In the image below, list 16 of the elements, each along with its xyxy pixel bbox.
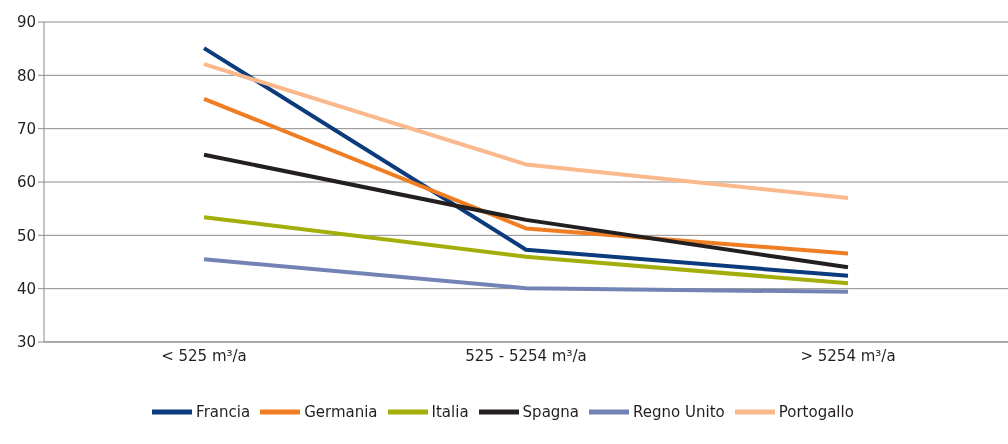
legend-label: Spagna [522,402,580,421]
y-tick-label: 50 [16,226,36,245]
y-tick-label: 60 [16,173,36,192]
legend-label: Italia [431,402,469,421]
x-tick-label: > 5254 m³/a [800,346,896,365]
y-tick-label: 80 [16,66,36,85]
legend-label: Portogallo [778,402,854,421]
y-tick-label: 90 [16,13,36,32]
legend-label: Francia [196,402,251,421]
x-tick-label: < 525 m³/a [161,346,247,365]
legend-label: Germania [304,402,378,421]
legend-label: Regno Unito [633,402,725,421]
y-tick-label: 40 [16,279,36,298]
y-tick-label: 70 [16,119,36,138]
x-tick-label: 525 - 5254 m³/a [465,346,587,365]
y-tick-label: 30 [16,333,36,352]
